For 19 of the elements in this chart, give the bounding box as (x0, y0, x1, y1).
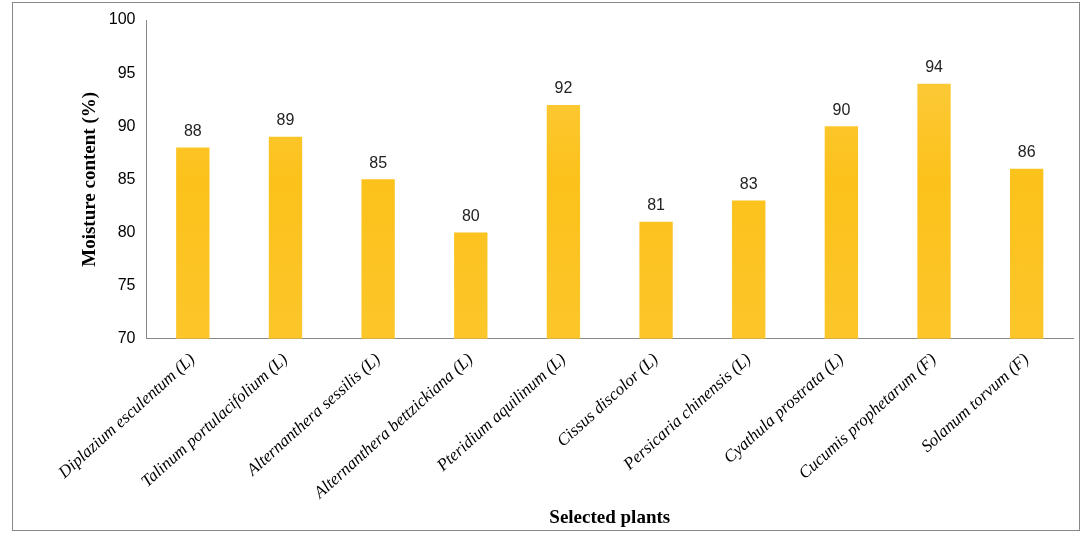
y-tick-label: 75 (117, 275, 136, 293)
y-tick-label: 95 (117, 63, 136, 81)
x-axis-title: Selected plants (549, 505, 671, 527)
y-tick-label: 100 (108, 10, 136, 28)
data-label: 83 (739, 174, 758, 192)
data-label: 86 (1017, 143, 1036, 161)
data-label: 81 (647, 196, 666, 214)
y-axis-title: Moisture content (%) (78, 91, 101, 267)
data-label: 80 (461, 206, 480, 224)
data-label: 94 (925, 58, 944, 76)
data-label: 90 (832, 100, 851, 118)
y-tick-label: 85 (117, 169, 136, 187)
y-tick-label: 90 (117, 116, 136, 134)
data-label: 88 (183, 121, 202, 139)
data-label: 92 (554, 79, 573, 97)
data-label: 85 (369, 153, 388, 171)
y-tick-label: 80 (117, 222, 136, 240)
data-label: 89 (276, 111, 295, 129)
y-tick-label: 70 (117, 329, 136, 347)
